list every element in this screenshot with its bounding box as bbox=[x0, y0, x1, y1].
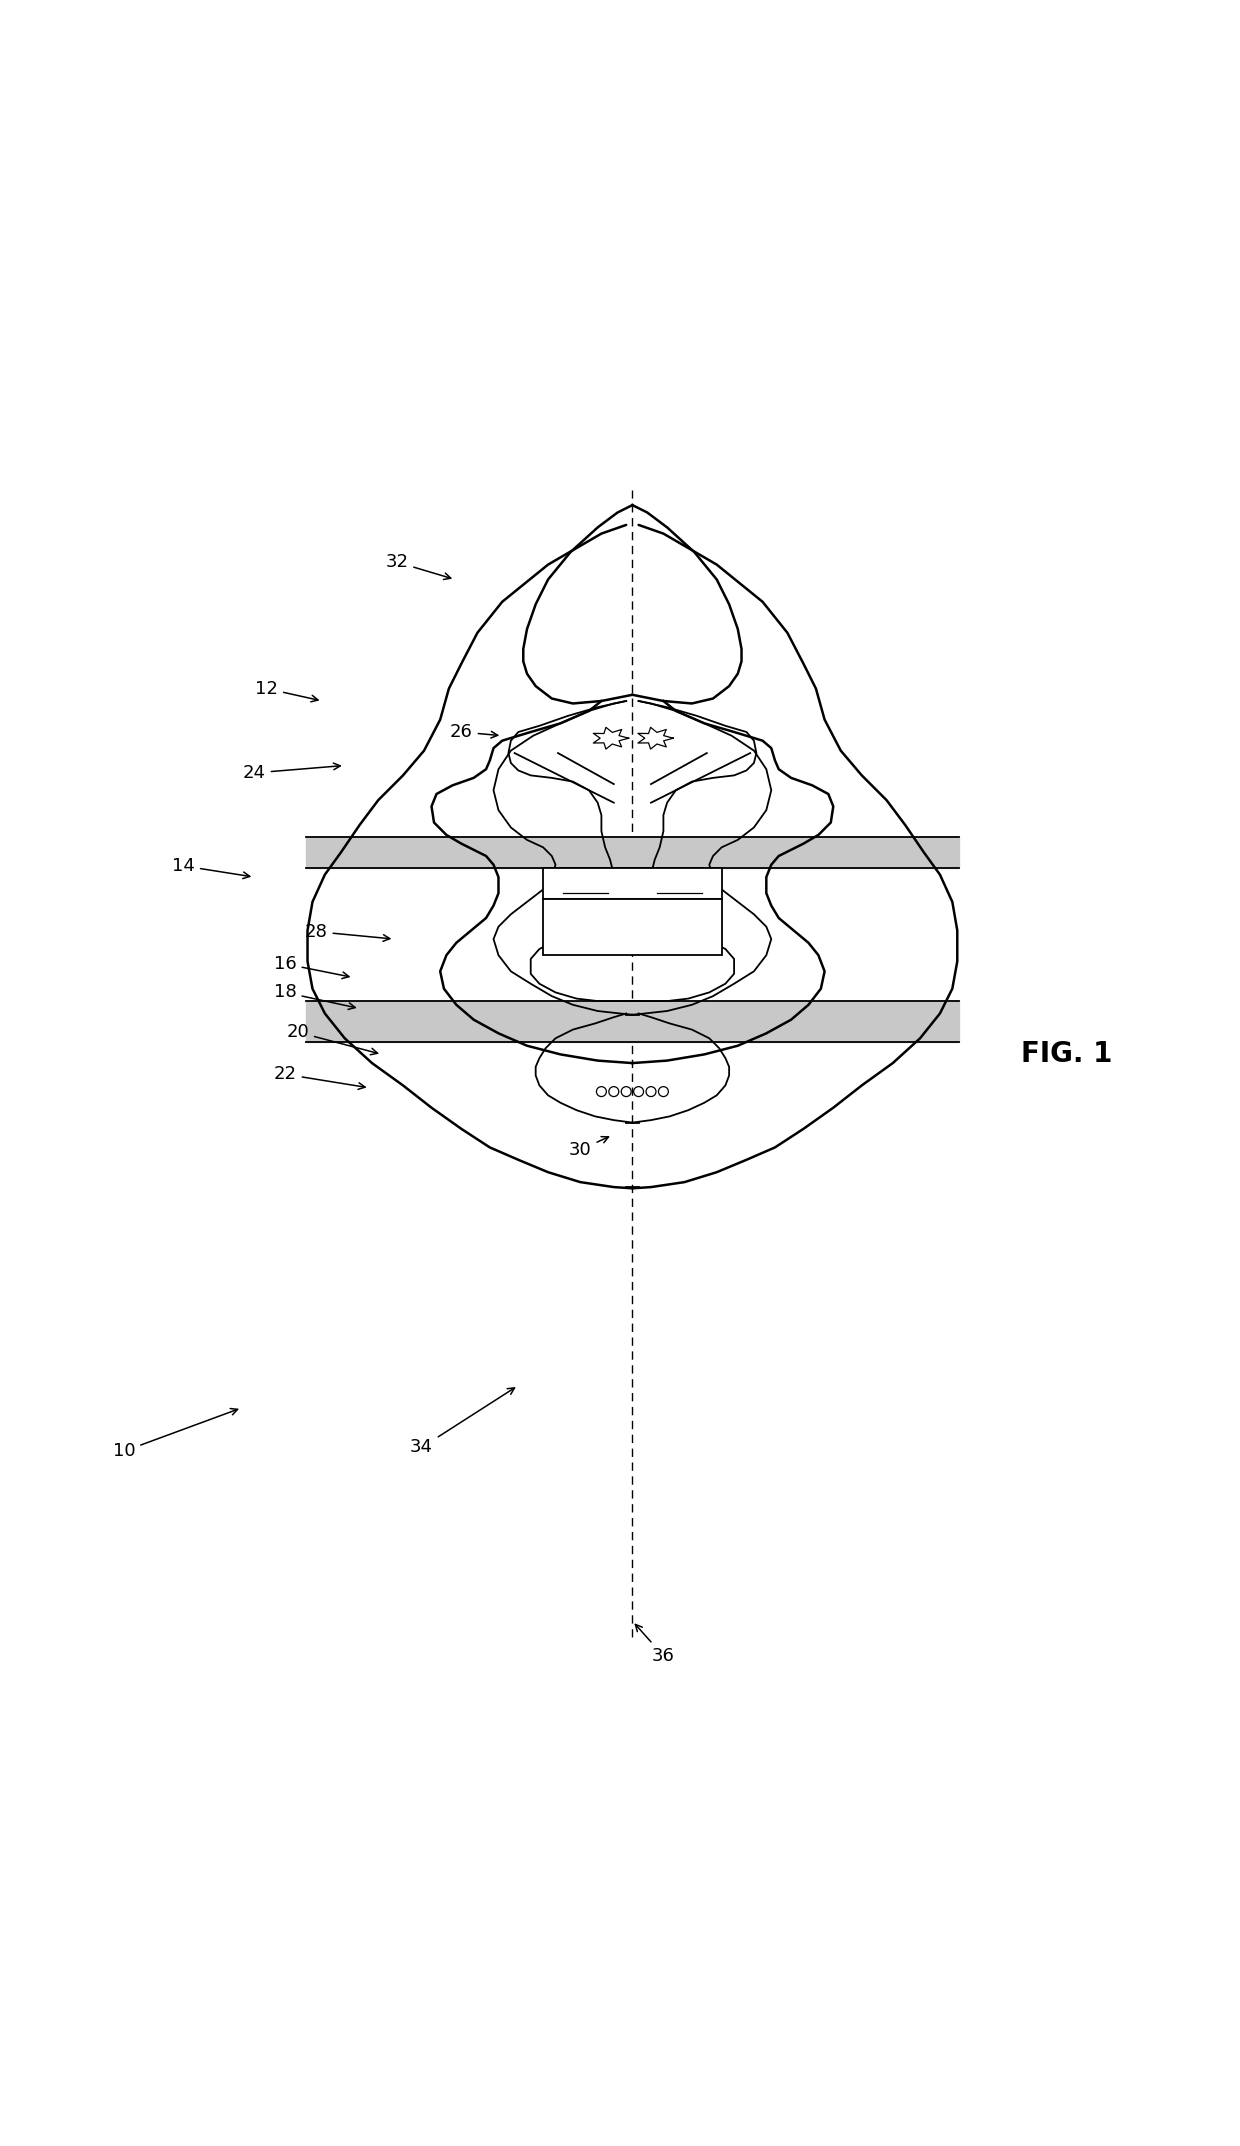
Text: 20: 20 bbox=[286, 1024, 378, 1056]
Text: 16: 16 bbox=[274, 955, 348, 979]
Circle shape bbox=[646, 1086, 656, 1097]
Circle shape bbox=[596, 1086, 606, 1097]
Text: 12: 12 bbox=[255, 680, 317, 702]
Circle shape bbox=[658, 1086, 668, 1097]
Circle shape bbox=[634, 1086, 644, 1097]
Bar bbox=[543, 899, 722, 955]
Text: 22: 22 bbox=[274, 1064, 365, 1090]
Text: FIG. 1: FIG. 1 bbox=[1021, 1041, 1112, 1069]
Text: 14: 14 bbox=[172, 856, 249, 878]
Text: 18: 18 bbox=[274, 983, 355, 1009]
Text: 36: 36 bbox=[635, 1625, 675, 1665]
Text: 30: 30 bbox=[569, 1137, 609, 1159]
Text: 24: 24 bbox=[243, 764, 340, 781]
Text: 28: 28 bbox=[305, 923, 389, 942]
Circle shape bbox=[621, 1086, 631, 1097]
Text: 10: 10 bbox=[113, 1408, 238, 1459]
Text: 26: 26 bbox=[450, 723, 497, 740]
Bar bbox=[543, 869, 722, 899]
Circle shape bbox=[609, 1086, 619, 1097]
Text: 32: 32 bbox=[386, 554, 451, 579]
Text: 34: 34 bbox=[410, 1388, 515, 1457]
